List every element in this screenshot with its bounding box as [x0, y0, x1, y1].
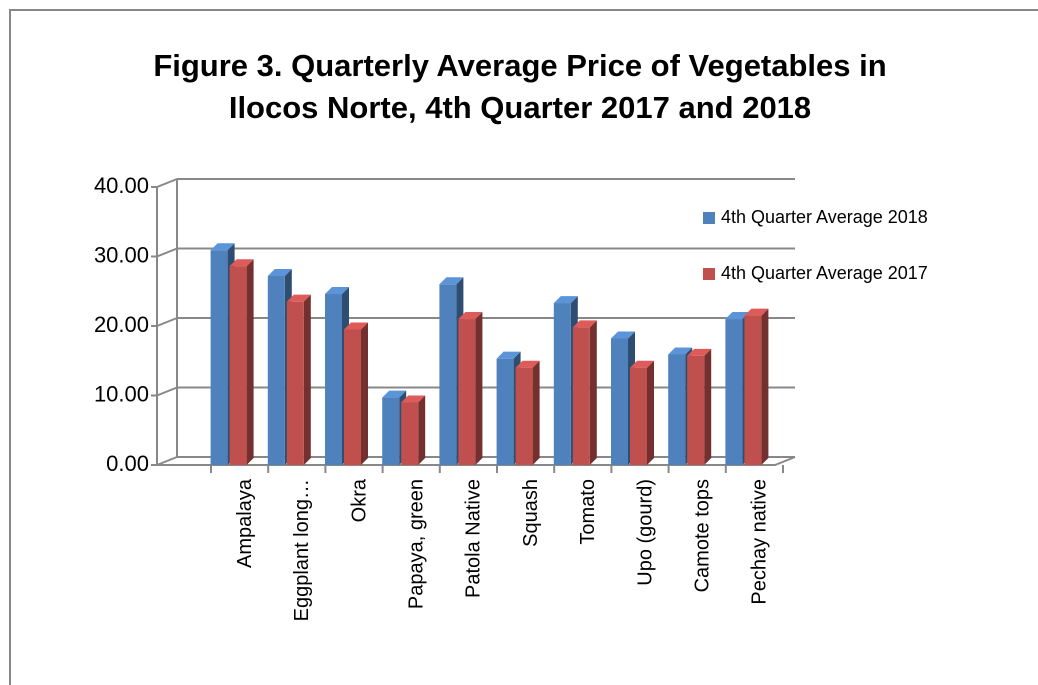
bar-front: [325, 294, 342, 465]
grid-diagonal: [156, 247, 178, 258]
bar-top: [210, 243, 235, 251]
bar-side: [418, 395, 426, 465]
bar-top: [458, 312, 483, 320]
x-tick-label: Upo (gourd): [634, 479, 656, 586]
legend-swatch: [703, 212, 715, 224]
bar: [687, 348, 712, 465]
bar-front: [229, 266, 247, 465]
bar-side: [704, 348, 712, 465]
grid-diagonal: [156, 178, 178, 188]
x-tick-label: Tomato: [577, 479, 599, 545]
bar-front: [344, 329, 361, 465]
x-tick-label: Pechay native: [749, 479, 771, 605]
bar-front: [210, 250, 228, 465]
bar-front: [687, 355, 705, 465]
bar-top: [744, 308, 769, 316]
bar-top: [286, 294, 311, 302]
grid-diagonal: [156, 386, 178, 397]
x-tick-label: Papaya, green: [405, 479, 427, 609]
bar: [344, 322, 368, 465]
bar-side: [246, 259, 254, 465]
bar-top: [553, 296, 578, 304]
bar-top: [382, 390, 407, 398]
bar: [286, 294, 311, 465]
bar-side: [761, 308, 769, 465]
bar-side: [532, 360, 540, 465]
bar-front: [572, 327, 590, 465]
chart-title: Ilocos Norte, 4th Quarter 2017 and 2018: [229, 90, 811, 125]
bar-front: [515, 367, 533, 465]
bar-top: [668, 347, 693, 355]
x-tick-label: Ampalaya: [234, 478, 256, 568]
x-tick-label: Camote tops: [691, 479, 713, 592]
bar-front: [611, 338, 628, 465]
y-tick-label: 40.00: [94, 173, 149, 198]
y-tick-label: 0.00: [106, 451, 149, 476]
bar-front: [286, 301, 304, 465]
bar-top: [229, 259, 254, 267]
bar-top: [515, 360, 540, 368]
bar-side: [475, 312, 483, 465]
bar-top: [439, 277, 464, 285]
legend-label: 4th Quarter Average 2018: [721, 207, 928, 227]
bar-front: [744, 315, 762, 465]
bar-top: [572, 320, 597, 328]
bar: [572, 320, 597, 465]
bar-top: [687, 348, 712, 356]
bar-front: [725, 319, 743, 465]
bar: [229, 259, 254, 465]
bar-side: [303, 294, 311, 465]
x-tick-label: Okra: [348, 478, 370, 522]
bar-top: [267, 268, 292, 276]
y-tick-label: 10.00: [94, 381, 149, 406]
floor: [157, 456, 796, 466]
bar-front: [267, 275, 285, 465]
y-tick-label: 20.00: [94, 312, 149, 337]
bar-front: [630, 367, 647, 465]
legend-label: 4th Quarter Average 2017: [721, 263, 928, 283]
legend-swatch: [703, 268, 715, 280]
x-tick-label: Squash: [520, 479, 542, 547]
bar-top: [725, 312, 750, 320]
bar-front: [382, 397, 400, 465]
grid-diagonal: [156, 456, 178, 466]
bar-top: [496, 351, 521, 359]
bar-top: [630, 360, 654, 368]
bar-front: [496, 358, 514, 465]
bar-front: [439, 284, 457, 465]
bar-top: [325, 287, 349, 295]
bar: [515, 360, 540, 465]
grid-diagonal: [156, 317, 178, 327]
bar: [744, 308, 769, 465]
y-tick-label: 30.00: [94, 242, 149, 267]
bar: [458, 312, 483, 465]
bar-front: [668, 354, 686, 465]
bar: [401, 395, 426, 465]
bar-top: [611, 331, 635, 339]
bar-top: [344, 322, 368, 330]
bar: [630, 360, 654, 465]
bar-side: [361, 322, 368, 465]
x-tick-label: Eggplant long…: [291, 479, 313, 621]
bar-side: [647, 360, 654, 465]
bar-front: [401, 402, 419, 465]
chart-title: Figure 3. Quarterly Average Price of Veg…: [153, 48, 886, 83]
bar-front: [553, 303, 571, 465]
chart-frame: [9, 9, 1038, 685]
x-tick-label: Patola Native: [463, 479, 485, 598]
bar-front: [458, 319, 476, 465]
bar-side: [589, 320, 597, 465]
bar-top: [401, 395, 426, 403]
